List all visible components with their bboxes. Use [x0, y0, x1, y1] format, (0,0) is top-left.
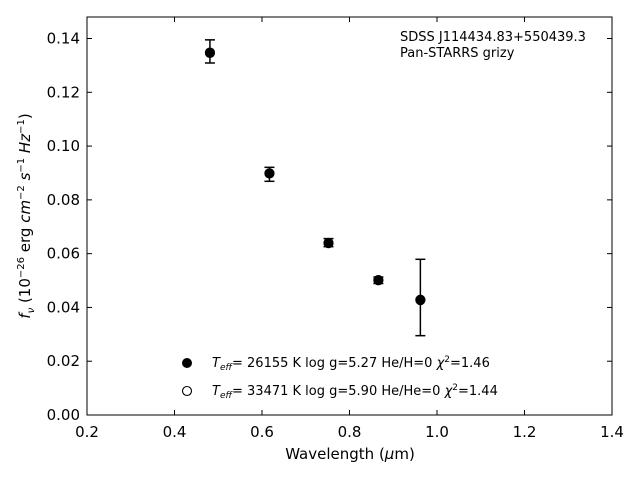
- x-tick-label: 1.0: [425, 423, 449, 441]
- y-tick-label: 0.04: [47, 298, 80, 316]
- annotation-line-1: SDSS J114434.83+550439.3: [400, 30, 586, 45]
- legend-marker-filled: [182, 358, 192, 368]
- x-tick-label: 1.2: [513, 423, 537, 441]
- legend-entry-2: Teff= 33471 K log g=5.90 He/He=0 χ2=1.44: [212, 383, 498, 401]
- legend-marker-open: [181, 385, 193, 397]
- x-tick-label: 1.4: [600, 423, 624, 441]
- legend-entry-1: Teff= 26155 K log g=5.27 He/H=0 χ2=1.46: [212, 355, 490, 373]
- model-point-open: [323, 237, 334, 248]
- y-axis: 0.00 0.02 0.04 0.06 0.08 0.10 0.12 0.14: [47, 30, 612, 424]
- data-points: [204, 47, 426, 306]
- x-tick-label: 0.2: [75, 423, 99, 441]
- y-tick-label: 0.06: [47, 245, 80, 263]
- y-tick-label: 0.10: [47, 137, 80, 155]
- x-tick-label: 0.6: [250, 423, 274, 441]
- y-axis-label: fν (10−26 erg cm−2 s−1 Hz−1): [16, 113, 37, 318]
- model-point-open: [264, 168, 275, 179]
- model-point-open: [204, 47, 215, 59]
- y-tick-label: 0.02: [47, 352, 80, 370]
- y-tick-label: 0.08: [47, 191, 80, 209]
- x-axis-label: Wavelength (μm): [285, 445, 415, 463]
- model-point-open: [373, 275, 384, 286]
- model-point-open: [415, 294, 426, 305]
- x-tick-label: 0.8: [338, 423, 362, 441]
- y-tick-label: 0.12: [47, 83, 80, 101]
- x-tick-label: 0.4: [163, 423, 187, 441]
- y-tick-label: 0.14: [47, 30, 80, 48]
- plot-area: [86, 16, 613, 416]
- legend: Teff= 26155 K log g=5.27 He/H=0 χ2=1.46 …: [181, 355, 498, 401]
- x-axis: 0.2 0.4 0.6 0.8 1.0 1.2 1.4: [75, 17, 624, 441]
- y-tick-label: 0.00: [47, 406, 80, 424]
- annotation-line-2: Pan-STARRS grizy: [400, 46, 515, 61]
